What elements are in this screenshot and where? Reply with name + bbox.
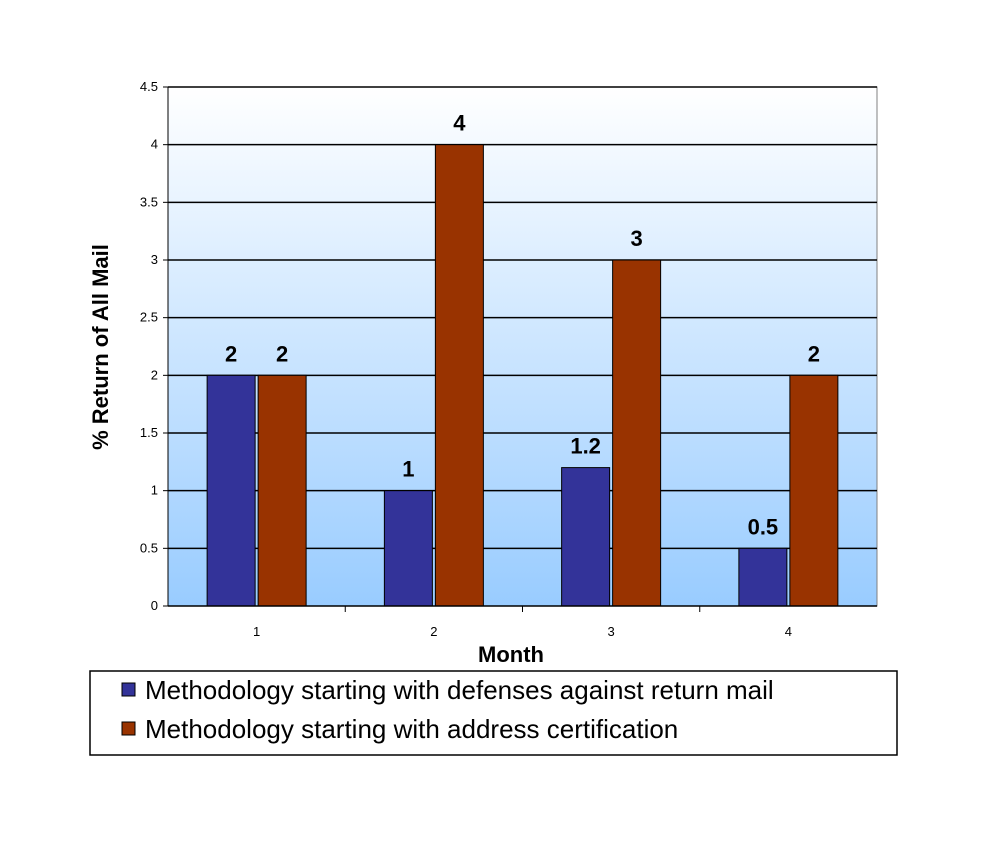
y-axis-title: % Return of All Mail	[88, 244, 113, 450]
y-tick-label: 1	[151, 483, 158, 498]
y-tick-label: 4	[151, 137, 158, 152]
bar	[434, 144, 484, 607]
data-label: 0.5	[748, 514, 779, 539]
data-label: 3	[631, 226, 643, 251]
data-labels: 2 2 1 4 1.2 3 0.5 2	[225, 111, 820, 540]
y-tick-label: 2.5	[140, 310, 158, 325]
x-tick-label: 2	[430, 624, 437, 639]
legend: Methodology starting with defenses again…	[89, 670, 898, 756]
y-tick-label: 4.5	[140, 79, 158, 94]
data-label: 1.2	[570, 434, 601, 459]
legend-swatch-certification	[121, 721, 136, 736]
bar	[206, 374, 256, 607]
data-label: 4	[453, 111, 466, 136]
y-tick-label: 3.5	[140, 194, 158, 209]
data-label: 2	[225, 341, 237, 366]
bar	[612, 259, 662, 607]
data-label: 2	[808, 341, 820, 366]
x-tick-label: 3	[608, 624, 615, 639]
data-label: 1	[402, 457, 414, 482]
x-tick-label: 1	[253, 624, 260, 639]
y-tick-label: 1.5	[140, 425, 158, 440]
axes: 0 0.5 1 1.5 2 2.5 3 3.5 4 4.5 1 2 3 4	[140, 79, 877, 639]
legend-label-certification: Methodology starting with address certif…	[145, 714, 678, 744]
y-tick-label: 0.5	[140, 540, 158, 555]
legend-box	[89, 670, 898, 756]
y-tick-label: 2	[151, 367, 158, 382]
data-label: 2	[276, 341, 288, 366]
bar	[738, 547, 788, 607]
bar	[383, 490, 433, 607]
bar	[257, 374, 307, 607]
bar	[561, 467, 611, 607]
legend-swatch-defenses	[121, 682, 136, 697]
legend-label-defenses: Methodology starting with defenses again…	[145, 675, 774, 705]
y-tick-label: 0	[151, 598, 158, 613]
bars	[206, 144, 839, 607]
x-tick-label: 4	[785, 624, 792, 639]
x-axis-title: Month	[478, 642, 544, 667]
bar	[789, 374, 839, 607]
y-tick-label: 3	[151, 252, 158, 267]
